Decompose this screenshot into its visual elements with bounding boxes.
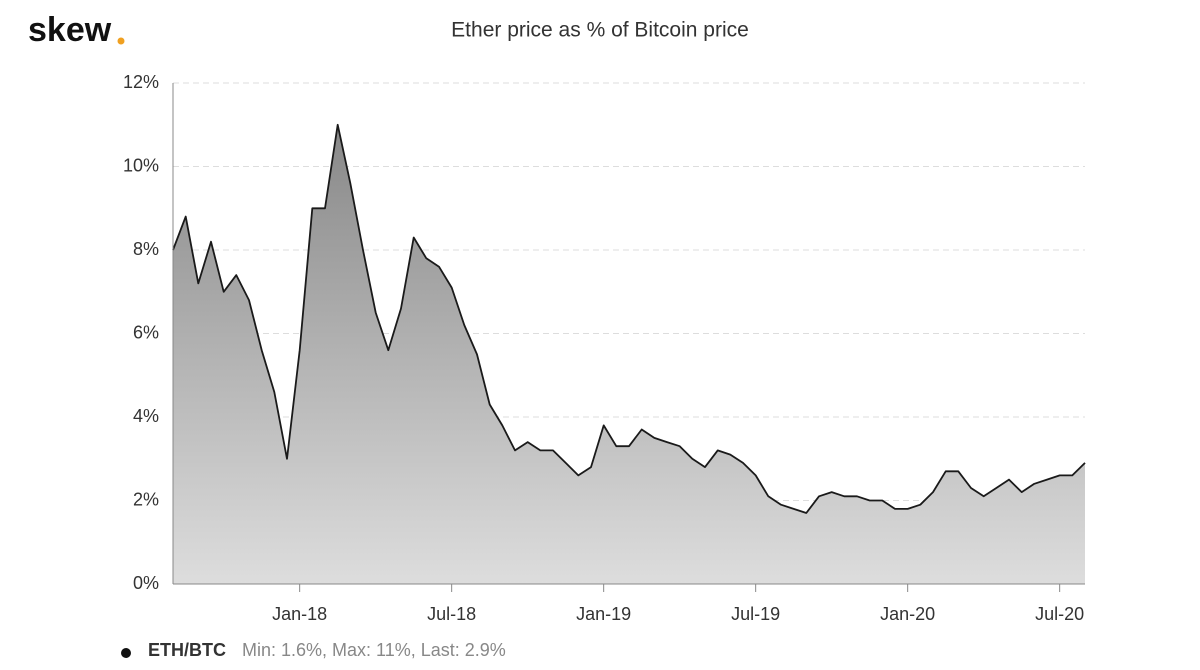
y-tick-label: 12% bbox=[123, 72, 159, 92]
legend-label: ETH/BTC bbox=[148, 640, 226, 660]
x-tick-label: Jan-20 bbox=[880, 604, 935, 624]
brand-logo: skew bbox=[28, 11, 112, 49]
chart-title: Ether price as % of Bitcoin price bbox=[451, 19, 749, 42]
x-tick-label: Jul-18 bbox=[427, 604, 476, 624]
x-tick-label: Jul-19 bbox=[731, 604, 780, 624]
y-tick-label: 4% bbox=[133, 406, 159, 426]
line bbox=[172, 123, 1086, 514]
x-tick-label: Jan-19 bbox=[576, 604, 631, 624]
legend-stats: Min: 1.6%, Max: 11%, Last: 2.9% bbox=[242, 640, 506, 660]
y-tick-label: 0% bbox=[133, 573, 159, 593]
y-tick-label: 6% bbox=[133, 322, 159, 342]
x-tick-label: Jul-20 bbox=[1035, 604, 1084, 624]
y-tick-label: 10% bbox=[123, 155, 159, 175]
x-tick-label: Jan-18 bbox=[272, 604, 327, 624]
legend-marker bbox=[121, 648, 131, 658]
brand-dot bbox=[117, 37, 125, 45]
y-tick-label: 8% bbox=[133, 239, 159, 259]
y-tick-label: 2% bbox=[133, 489, 159, 509]
area bbox=[173, 124, 1085, 585]
